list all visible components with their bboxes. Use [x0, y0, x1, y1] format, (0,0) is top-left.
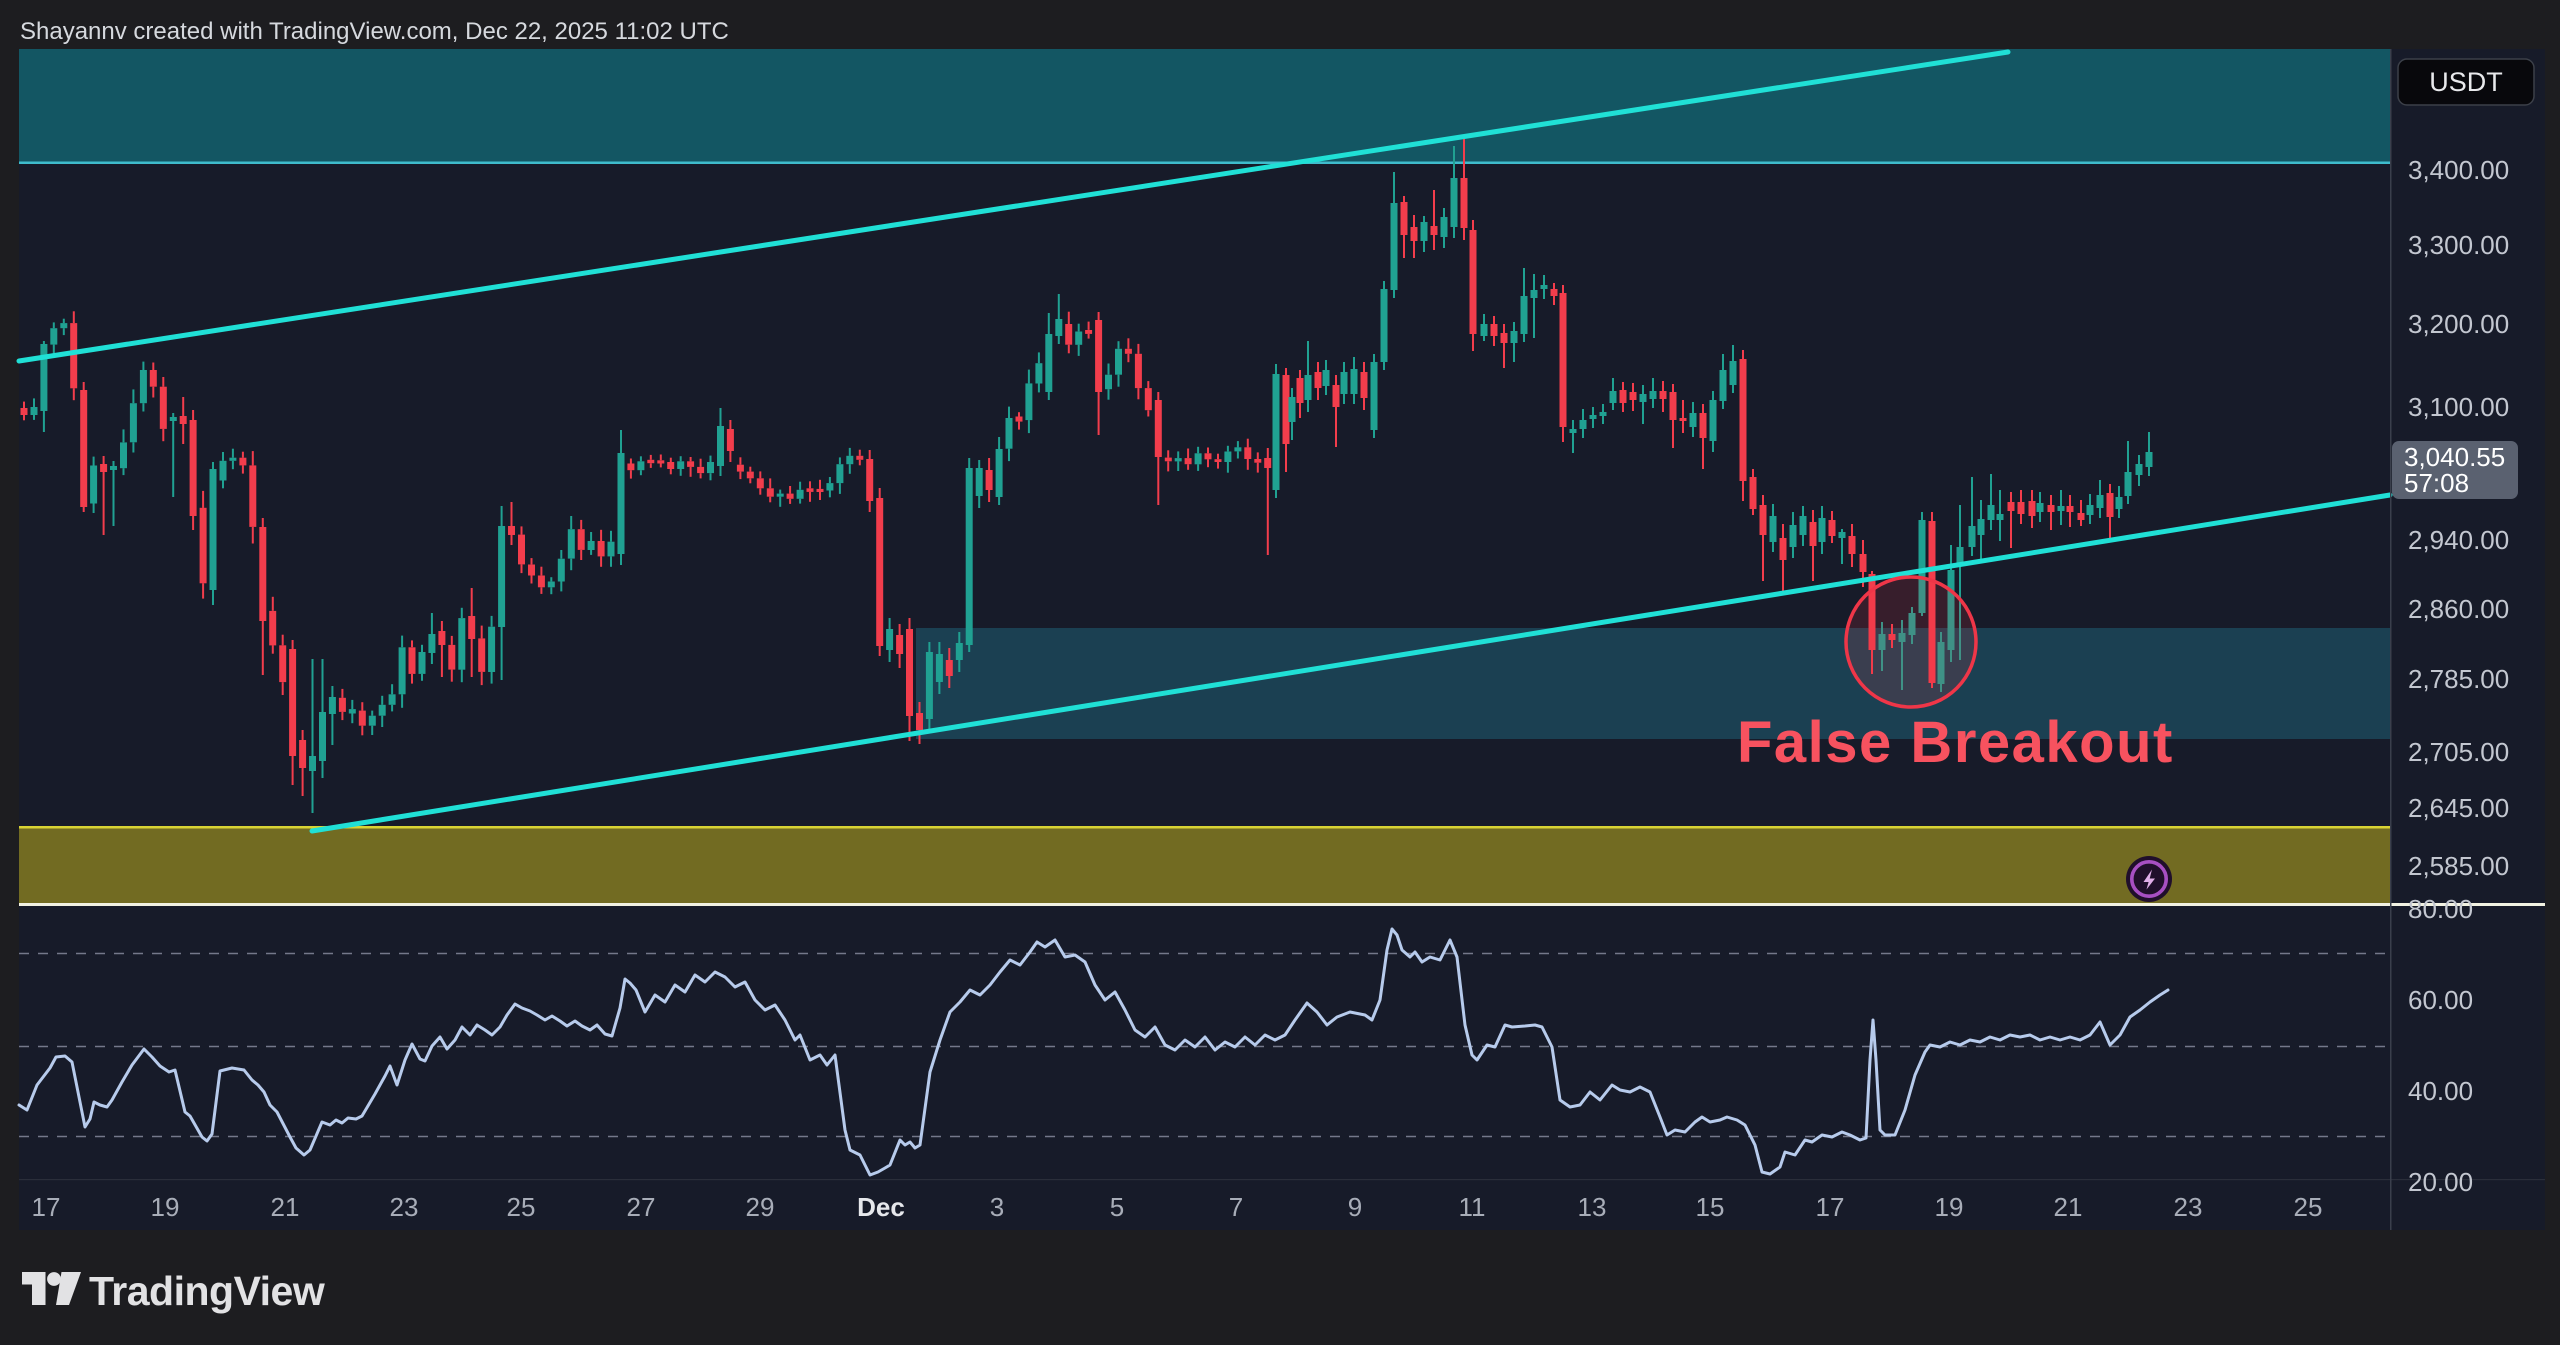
svg-text:13: 13: [1578, 1192, 1607, 1222]
svg-text:2,860.00: 2,860.00: [2408, 594, 2509, 624]
svg-text:3: 3: [990, 1192, 1004, 1222]
svg-text:11: 11: [1459, 1192, 1486, 1222]
svg-text:21: 21: [2054, 1192, 2083, 1222]
svg-text:20.00: 20.00: [2408, 1167, 2473, 1197]
svg-text:3,200.00: 3,200.00: [2408, 309, 2509, 339]
svg-text:7: 7: [1229, 1192, 1243, 1222]
svg-text:17: 17: [32, 1192, 61, 1222]
svg-text:2,785.00: 2,785.00: [2408, 664, 2509, 694]
svg-text:57:08: 57:08: [2404, 468, 2469, 498]
svg-text:15: 15: [1696, 1192, 1725, 1222]
svg-text:60.00: 60.00: [2408, 985, 2473, 1015]
svg-text:25: 25: [2294, 1192, 2323, 1222]
svg-text:USDT: USDT: [2429, 67, 2503, 97]
svg-text:2,645.00: 2,645.00: [2408, 793, 2509, 823]
svg-text:9: 9: [1348, 1192, 1362, 1222]
svg-text:3,040.55: 3,040.55: [2404, 442, 2505, 472]
svg-text:False Breakout: False Breakout: [1737, 710, 2174, 775]
svg-text:40.00: 40.00: [2408, 1076, 2473, 1106]
svg-text:29: 29: [746, 1192, 775, 1222]
svg-text:Dec: Dec: [857, 1192, 905, 1222]
svg-text:23: 23: [2174, 1192, 2203, 1222]
svg-text:19: 19: [151, 1192, 180, 1222]
svg-text:3,100.00: 3,100.00: [2408, 392, 2509, 422]
svg-text:23: 23: [390, 1192, 419, 1222]
svg-text:Shayannv created with TradingV: Shayannv created with TradingView.com, D…: [20, 18, 729, 45]
svg-text:3,300.00: 3,300.00: [2408, 230, 2509, 260]
svg-text:80.00: 80.00: [2408, 894, 2473, 924]
svg-text:19: 19: [1935, 1192, 1964, 1222]
svg-text:3,400.00: 3,400.00: [2408, 155, 2509, 185]
svg-text:2,705.00: 2,705.00: [2408, 737, 2509, 767]
svg-text:2,940.00: 2,940.00: [2408, 525, 2509, 555]
svg-text:21: 21: [271, 1192, 300, 1222]
svg-text:5: 5: [1110, 1192, 1124, 1222]
svg-text:27: 27: [627, 1192, 656, 1222]
svg-text:2,585.00: 2,585.00: [2408, 851, 2509, 881]
svg-text:17: 17: [1816, 1192, 1845, 1222]
svg-text:TradingView: TradingView: [89, 1268, 325, 1314]
svg-text:25: 25: [507, 1192, 536, 1222]
